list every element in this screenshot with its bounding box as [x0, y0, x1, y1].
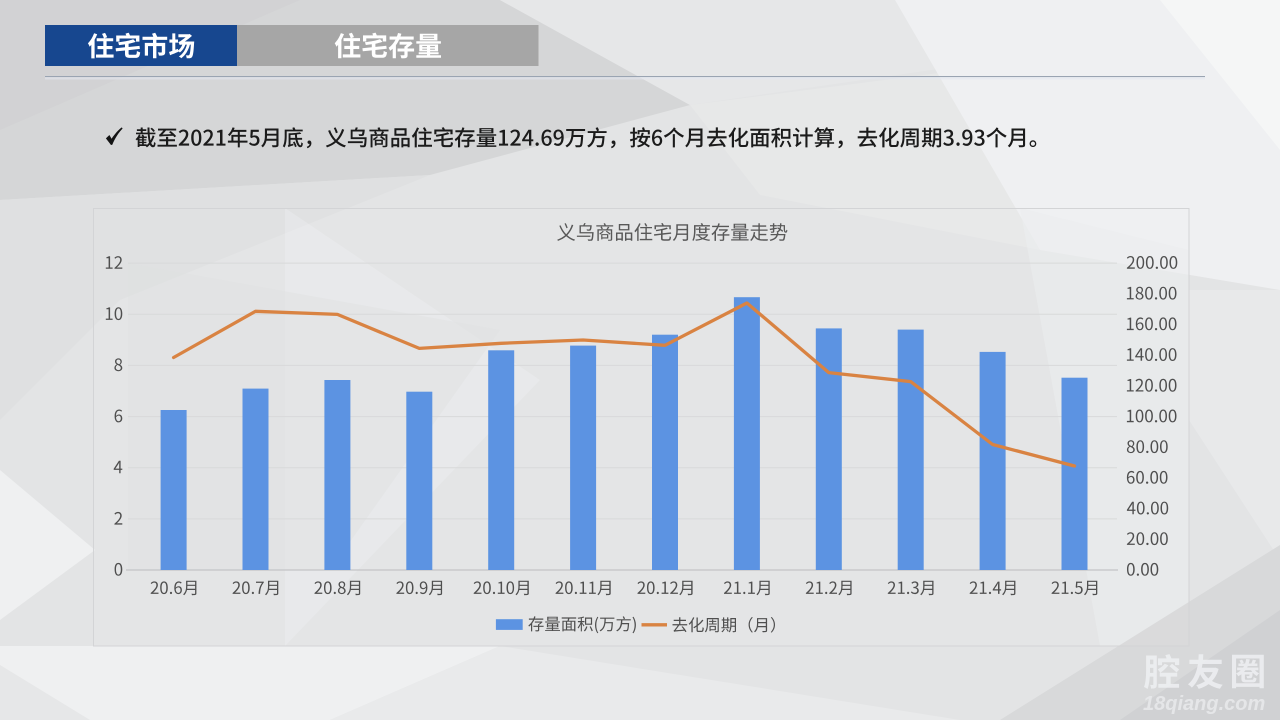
svg-text:18qiang.com: 18qiang.com [1143, 693, 1265, 715]
